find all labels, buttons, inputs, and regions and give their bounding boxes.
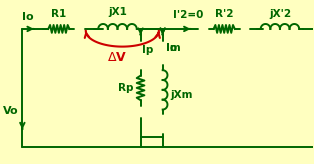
Text: Ip: Ip xyxy=(143,45,154,55)
Text: $\Delta$V: $\Delta$V xyxy=(107,51,127,63)
Text: R'2: R'2 xyxy=(215,9,233,19)
Text: jX'2: jX'2 xyxy=(269,9,291,19)
Text: Im: Im xyxy=(165,43,180,53)
Text: Rp: Rp xyxy=(118,83,134,93)
Text: I'2=0: I'2=0 xyxy=(173,10,204,20)
Text: jXm: jXm xyxy=(171,90,193,100)
Text: Vo: Vo xyxy=(3,106,19,116)
Text: Io: Io xyxy=(22,12,34,22)
Text: jX1: jX1 xyxy=(108,7,127,17)
Text: R1: R1 xyxy=(51,9,67,19)
Text: Io: Io xyxy=(165,43,177,53)
